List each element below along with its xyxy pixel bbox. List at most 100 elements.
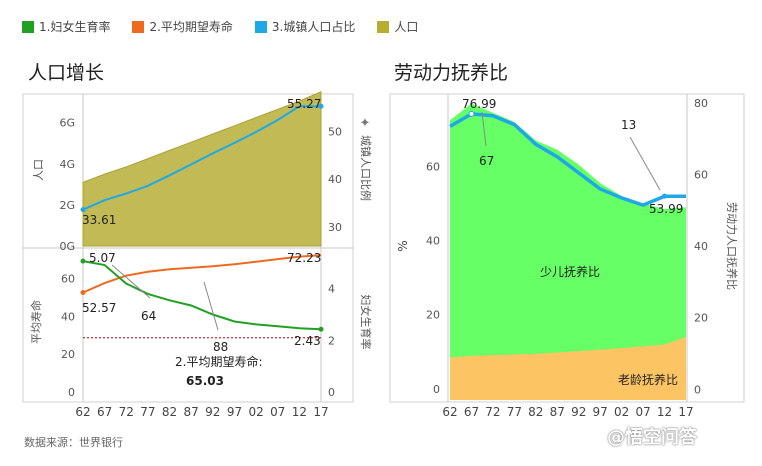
left-x-tick-82: 82 [162,405,177,419]
left-x-tick-67: 67 [97,405,112,419]
pop-axis-tick-4G: 4G [59,158,75,171]
annotation-life-end: 72.23 [287,251,321,265]
right-x-tick-17: 17 [678,405,693,419]
legend-label-population: 人口 [394,20,419,34]
legend-item-urban-ratio[interactable]: 3.城镇人口占比 [254,18,356,35]
urban-axis-tick-40: 40 [328,173,342,186]
left-x-tick-87: 87 [184,405,199,419]
life-axis-tick-20: 20 [61,348,75,361]
child-dependency-area [450,103,686,400]
right-panel-frame [389,93,745,403]
fertility-axis-tick-2: 2 [328,334,335,347]
ratio-axis-tick-20: 20 [426,309,440,322]
right-x-tick-92: 92 [571,405,586,419]
left-x-tick-12: 12 [292,405,307,419]
annotation-67: 67 [479,154,494,168]
ratio-axis-tick-40: 40 [426,235,440,248]
fertility-line [82,260,322,331]
annotation-fertility-end: 2.43 [294,334,321,348]
pop-axis-label: 人口 [32,159,45,181]
annotation-88-leader [203,281,219,331]
annotation-13: 13 [621,118,636,132]
annotation-fertility-start: 5.07 [89,251,116,265]
ratio-axis-label: % [396,240,410,251]
annotation-peak: 76.99 [462,97,496,111]
tooltip-value: 65.03 [186,374,224,388]
left-x-tick-72: 72 [119,405,134,419]
right-chart-title: 劳动力抚养比 [394,62,509,84]
right-x-tick-07: 07 [635,405,650,419]
annotation-urban-start: 33.61 [82,213,116,227]
urban-axis-tick-50: 50 [328,125,342,138]
annotation-64-leader [111,264,151,299]
pop-axis-tick-0G: 0G [59,240,75,253]
watermark: @悟空问答 [607,427,697,448]
right-x-tick-67: 67 [464,405,479,419]
right-x-tick-77: 77 [507,405,522,419]
label-elderly-dependency: 老龄抚养比 [618,372,678,387]
right-x-tick-82: 82 [528,405,543,419]
urban-ratio-line [82,105,321,211]
total-dependency-peak-point [468,110,475,117]
left-x-tick-77: 77 [140,405,155,419]
fertility-start-point [80,258,86,264]
legend-swatch-fertility [22,20,34,33]
fertility-axis-label: 妇女生育率 [359,295,373,350]
legend-item-population[interactable]: 人口 [377,18,418,35]
left-chart-title: 人口增长 [28,62,105,84]
dependency-axis-tick-80: 80 [694,97,708,110]
life-expectancy-start-point [80,289,86,295]
annotation-67-leader [481,111,487,147]
left-x-tick-02: 02 [248,405,263,419]
legend-item-fertility[interactable]: 1.妇女生育率 [22,18,110,35]
fertility-axis-tick-4: 4 [328,283,335,296]
annotation-13-leader [629,136,661,191]
ratio-axis-tick-60: 60 [426,160,440,173]
fertility-axis-tick-0: 0 [328,386,335,399]
annotation-urban-end: 55.27 [287,97,321,111]
legend-item-life-expectancy[interactable]: 2.平均期望寿命 [132,18,233,35]
annotation-min: 53.99 [649,202,683,216]
left-x-tick-97: 97 [227,405,242,419]
pin-icon: ✦ [360,116,371,131]
life-axis-tick-40: 40 [61,310,75,323]
population-area [82,91,322,247]
pop-axis-tick-6G: 6G [59,117,75,130]
tooltip-label: 2.平均期望寿命: [175,354,263,369]
right-x-tick-87: 87 [550,405,565,419]
urban-ratio-start-point [80,207,86,213]
dependency-axis-tick-60: 60 [694,169,708,182]
life-axis-tick-60: 60 [61,272,75,285]
legend-label-urban-ratio: 3.城镇人口占比 [271,20,356,34]
right-x-tick-12: 12 [657,405,672,419]
elderly-dependency-area [450,337,686,400]
left-x-tick-17: 17 [313,405,328,419]
legend-swatch-population [377,20,390,33]
ratio-axis-tick-0: 0 [433,383,440,396]
legend-label-fertility: 1.妇女生育率 [39,20,111,34]
fertility-end-point [318,326,324,332]
right-x-tick-97: 97 [593,405,608,419]
dependency-axis-label: 劳动力人口抚养比 [725,202,739,290]
right-x-tick-02: 02 [614,405,629,419]
right-x-tick-72: 72 [485,405,500,419]
life-expectancy-line [82,254,322,294]
pop-axis-tick-2G: 2G [59,199,75,212]
urban-axis-tick-30: 30 [328,221,342,234]
legend-label-life-expectancy: 2.平均期望寿命 [149,20,233,34]
annotation-88: 88 [213,340,228,354]
data-source: 数据来源：世界银行 [24,436,123,449]
right-x-tick-62: 62 [442,405,457,419]
annotation-life-start: 52.57 [82,301,116,315]
life-axis-label: 平均寿命 [29,300,43,344]
total-dependency-line [449,112,686,207]
dependency-axis-tick-40: 40 [694,240,708,253]
urban-ratio-end-point [318,103,324,109]
left-x-tick-62: 62 [75,405,90,419]
left-x-tick-07: 07 [270,405,285,419]
dependency-axis-tick-20: 20 [694,312,708,325]
annotation-64: 64 [141,309,156,323]
dependency-axis-tick-0: 0 [694,383,701,396]
label-child-dependency: 少儿抚养比 [540,264,600,279]
